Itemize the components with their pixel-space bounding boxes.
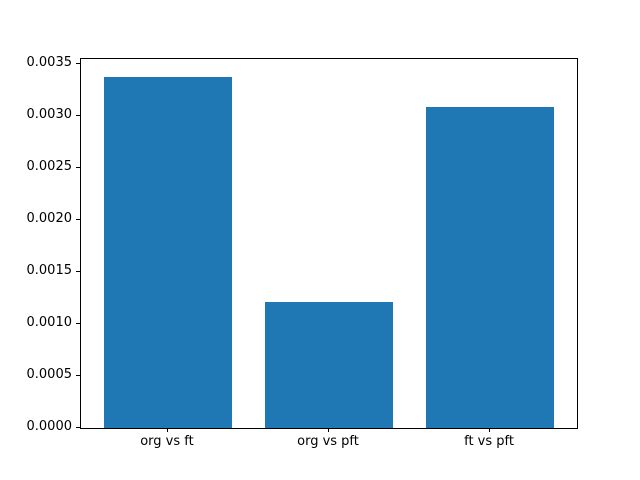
y-tick-mark bbox=[76, 427, 80, 428]
x-tick-label: org vs ft bbox=[140, 434, 194, 449]
y-tick-label: 0.0025 bbox=[26, 159, 73, 175]
y-tick-label: 0.0035 bbox=[26, 55, 73, 71]
y-tick-mark bbox=[76, 63, 80, 65]
y-tick-mark bbox=[76, 271, 80, 273]
y-tick-label: 0.0015 bbox=[26, 263, 73, 279]
plot-area bbox=[80, 58, 578, 429]
x-tick-mark bbox=[166, 428, 168, 432]
x-tick-label: org vs pft bbox=[297, 434, 359, 449]
y-tick-label: 0.0010 bbox=[26, 315, 73, 331]
x-tick-mark bbox=[489, 428, 491, 432]
x-tick-mark bbox=[328, 428, 329, 432]
y-tick-label: 0.0005 bbox=[26, 367, 73, 382]
x-tick-label: ft vs pft bbox=[464, 434, 514, 449]
y-tick-mark bbox=[76, 167, 80, 169]
y-tick-mark bbox=[76, 323, 80, 325]
bar-org-vs-pft bbox=[264, 302, 394, 428]
y-tick-mark bbox=[76, 219, 80, 221]
bar-org-vs-ft bbox=[103, 76, 233, 428]
bar-ft-vs-pft bbox=[425, 106, 555, 428]
y-tick-mark bbox=[76, 115, 80, 117]
y-tick-mark bbox=[76, 375, 80, 376]
y-tick-label: 0.0000 bbox=[26, 419, 73, 434]
y-tick-label: 0.0030 bbox=[26, 107, 73, 123]
y-tick-label: 0.0020 bbox=[26, 211, 73, 227]
